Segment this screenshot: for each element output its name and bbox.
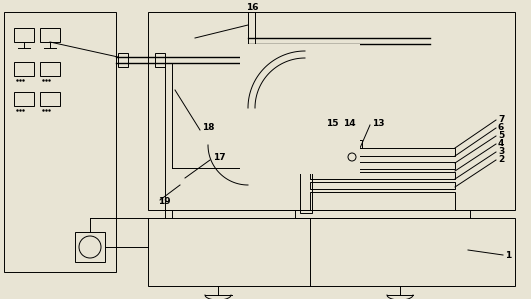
Bar (14, 28, 34, 42)
Bar (4, 12, 116, 272)
Bar (14, 92, 34, 106)
Text: 3: 3 (498, 147, 504, 156)
Bar (75, 232, 105, 262)
Bar (310, 192, 455, 210)
Text: 19: 19 (158, 198, 170, 207)
Text: 14: 14 (343, 118, 356, 127)
Bar (310, 148, 455, 156)
Bar (340, 140, 362, 148)
Text: 13: 13 (372, 118, 384, 127)
Bar (302, 148, 310, 156)
Bar (155, 53, 165, 67)
Bar (118, 53, 128, 67)
Text: 2: 2 (498, 155, 504, 164)
Text: 7: 7 (498, 115, 504, 124)
Text: 5: 5 (498, 132, 504, 141)
Bar (295, 210, 470, 218)
Bar (148, 12, 515, 210)
Text: 6: 6 (498, 123, 504, 132)
Text: 15: 15 (326, 118, 338, 127)
Bar (40, 62, 60, 76)
Bar (310, 172, 455, 179)
Bar (40, 92, 60, 106)
Text: 17: 17 (213, 153, 226, 162)
Bar (40, 28, 60, 42)
Text: 18: 18 (202, 123, 215, 132)
Bar (300, 165, 312, 213)
Text: 1: 1 (505, 251, 511, 260)
Bar (302, 162, 312, 168)
Text: 16: 16 (246, 4, 259, 13)
Bar (310, 162, 455, 169)
Bar (310, 182, 455, 189)
Bar (14, 62, 34, 76)
Text: 4: 4 (498, 140, 504, 149)
Bar (240, 44, 360, 174)
Bar (148, 218, 515, 286)
